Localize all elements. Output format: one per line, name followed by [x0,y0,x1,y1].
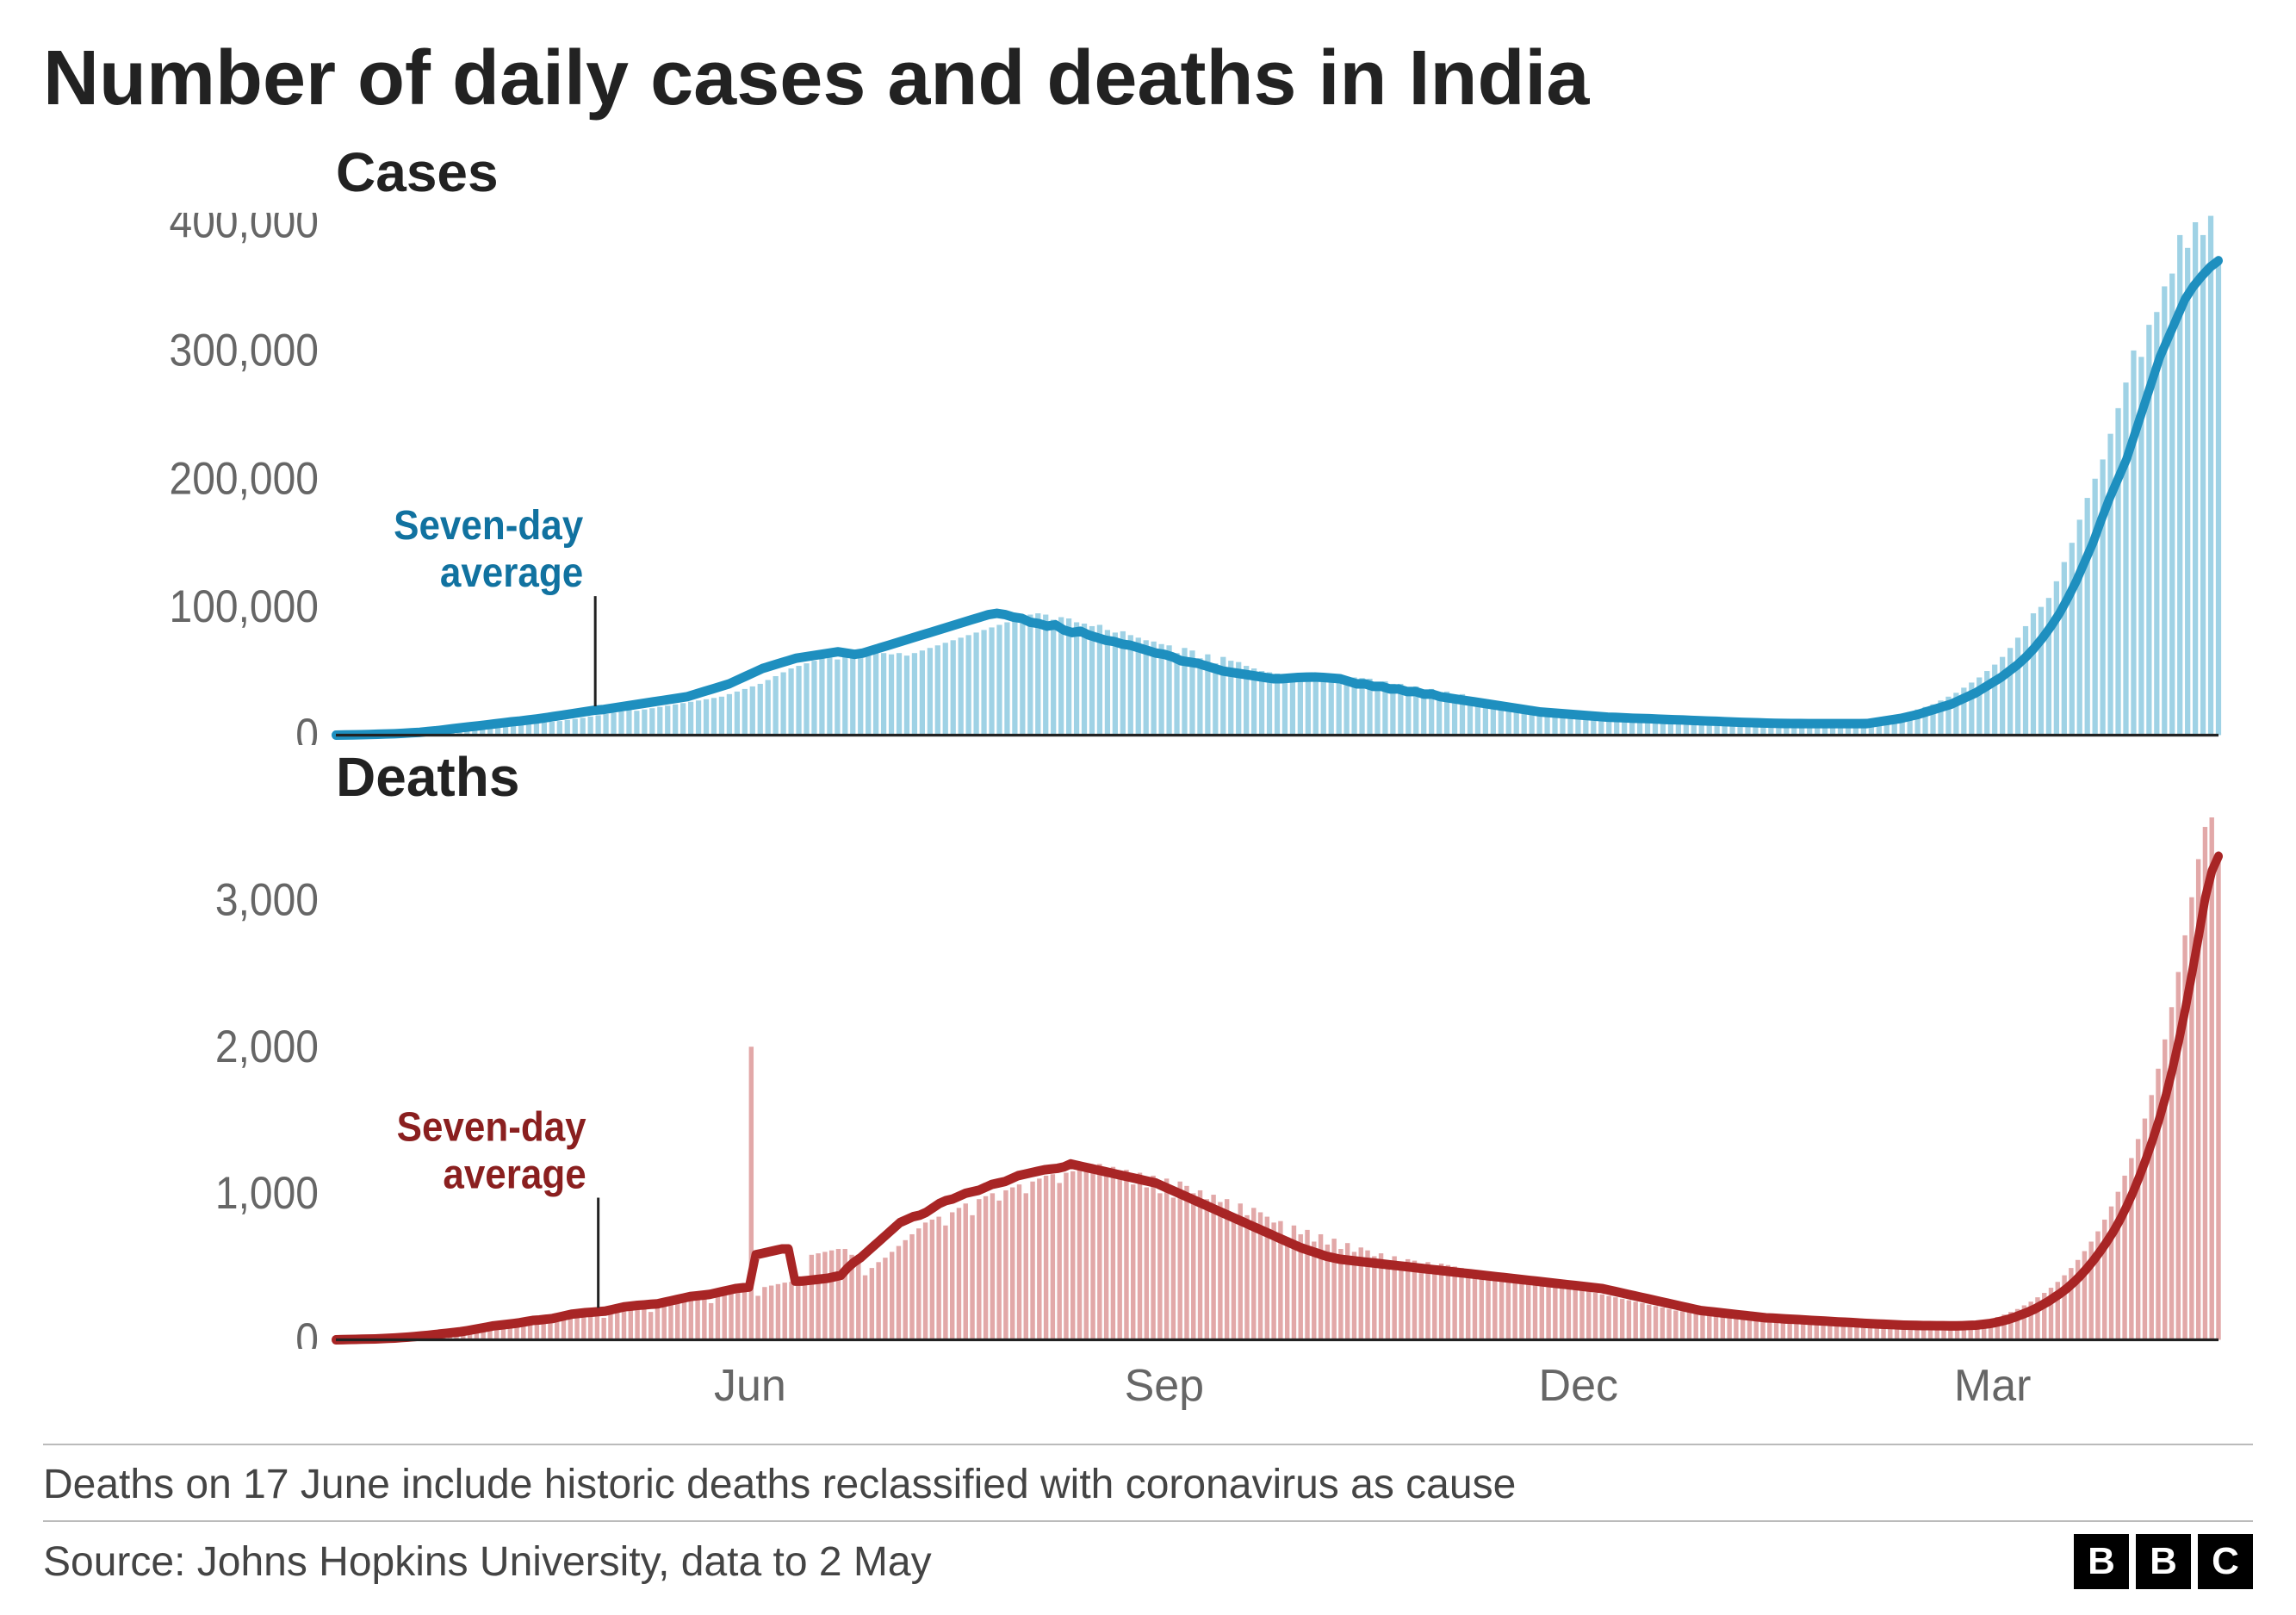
charts-area: Cases 0 100,000 200,000 300,000 400,000 Seven… [43,140,2253,1426]
deaths-chart-block: Deaths 0 1,000 2,000 3,000 Seven-dayaverage [43,745,2253,1350]
svg-text:0: 0 [295,709,319,745]
svg-text:100,000: 100,000 [170,581,319,632]
cases-chart-block: Cases 0 100,000 200,000 300,000 400,000 Seven… [43,140,2253,745]
svg-text:average: average [440,549,583,595]
svg-text:Jun: Jun [714,1361,786,1411]
main-title: Number of daily cases and deaths in Indi… [43,34,2253,123]
svg-text:Seven-day: Seven-day [394,501,583,548]
svg-text:Mar: Mar [1954,1361,2032,1411]
chart-container: Number of daily cases and deaths in Indi… [0,0,2296,1615]
svg-text:1,000: 1,000 [215,1166,319,1218]
svg-text:average: average [443,1150,586,1196]
bbc-logo: B B C [2074,1534,2253,1589]
cases-subtitle: Cases [336,140,2253,204]
bbc-b2-icon: B [2136,1534,2191,1589]
x-axis: Jun Sep Dec Mar [43,1349,2253,1426]
deaths-subtitle: Deaths [336,745,2253,809]
svg-text:Seven-day: Seven-day [397,1103,586,1149]
bbc-b1-icon: B [2074,1534,2129,1589]
svg-text:Sep: Sep [1125,1361,1205,1411]
cases-chart: 0 100,000 200,000 300,000 400,000 Seven-dayav… [43,213,2253,745]
svg-text:3,000: 3,000 [215,873,319,925]
bbc-c-icon: C [2198,1534,2253,1589]
svg-text:Dec: Dec [1539,1361,1618,1411]
svg-text:2,000: 2,000 [215,1020,319,1071]
svg-text:400,000: 400,000 [170,213,319,247]
source-text: Source: Johns Hopkins University, data t… [43,1538,932,1586]
svg-text:300,000: 300,000 [170,324,319,376]
svg-text:0: 0 [295,1313,319,1349]
footer: Deaths on 17 June include historic death… [43,1444,2253,1589]
deaths-chart: 0 1,000 2,000 3,000 Seven-dayaverage [43,817,2253,1350]
svg-text:200,000: 200,000 [170,452,319,504]
footnote: Deaths on 17 June include historic death… [43,1445,2253,1520]
